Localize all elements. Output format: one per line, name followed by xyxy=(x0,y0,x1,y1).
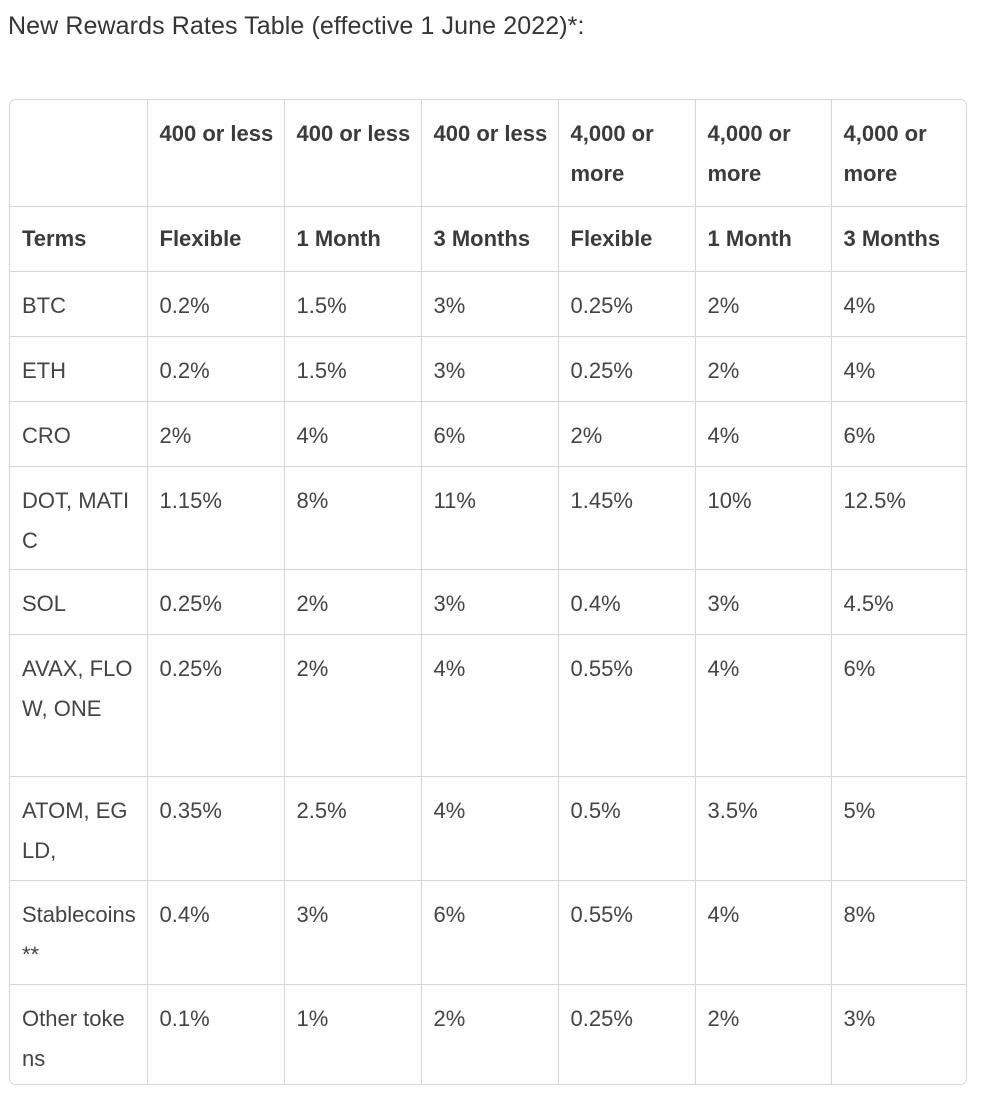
rate-cell: 0.35% xyxy=(147,776,285,881)
table-row: DOT, MATIC 1.15% 8% 11% 1.45% 10% 12.5% xyxy=(10,466,966,570)
terms-header-cell: Flexible xyxy=(558,206,696,272)
rate-cell: 0.25% xyxy=(558,271,696,337)
terms-header-cell: 1 Month xyxy=(284,206,422,272)
asset-cell: ATOM, EGLD, xyxy=(10,776,148,881)
asset-cell: ETH xyxy=(10,336,148,402)
rate-cell: 0.4% xyxy=(147,880,285,985)
rate-cell: 0.55% xyxy=(558,880,696,985)
tier-header-cell: 400 or less xyxy=(147,100,285,207)
rate-cell: 0.25% xyxy=(147,634,285,777)
asset-cell: AVAX, FLOW, ONE xyxy=(10,634,148,777)
asset-cell: CRO xyxy=(10,401,148,467)
tier-header-row: 400 or less 400 or less 400 or less 4,00… xyxy=(10,100,966,207)
rate-cell: 1.5% xyxy=(284,271,422,337)
asset-cell: DOT, MATIC xyxy=(10,466,148,570)
rewards-rates-table: 400 or less 400 or less 400 or less 4,00… xyxy=(9,99,967,1085)
rate-cell: 0.2% xyxy=(147,271,285,337)
rate-cell: 2% xyxy=(695,271,832,337)
rate-cell: 4% xyxy=(831,271,966,337)
rate-cell: 3.5% xyxy=(695,776,832,881)
rate-cell: 2% xyxy=(695,984,832,1084)
tier-header-cell: 400 or less xyxy=(284,100,422,207)
rate-cell: 0.1% xyxy=(147,984,285,1084)
tier-header-cell xyxy=(10,100,148,207)
rate-cell: 4% xyxy=(831,336,966,402)
table-row: ATOM, EGLD, 0.35% 2.5% 4% 0.5% 3.5% 5% xyxy=(10,776,966,881)
rate-cell: 11% xyxy=(421,466,559,570)
rate-cell: 1.45% xyxy=(558,466,696,570)
rate-cell: 2% xyxy=(284,634,422,777)
table-row: Other tokens 0.1% 1% 2% 0.25% 2% 3% xyxy=(10,984,966,1084)
tier-header-cell: 4,000 or more xyxy=(695,100,832,207)
rate-cell: 1% xyxy=(284,984,422,1084)
rate-cell: 0.25% xyxy=(558,984,696,1084)
rate-cell: 4% xyxy=(695,634,832,777)
asset-cell: SOL xyxy=(10,569,148,635)
rate-cell: 4% xyxy=(421,776,559,881)
rate-cell: 8% xyxy=(831,880,966,985)
rate-cell: 2% xyxy=(421,984,559,1084)
table-row: BTC 0.2% 1.5% 3% 0.25% 2% 4% xyxy=(10,271,966,337)
rate-cell: 0.55% xyxy=(558,634,696,777)
rate-cell: 4% xyxy=(695,880,832,985)
terms-header-cell: 3 Months xyxy=(831,206,966,272)
rate-cell: 0.2% xyxy=(147,336,285,402)
rate-cell: 12.5% xyxy=(831,466,966,570)
rate-cell: 1.15% xyxy=(147,466,285,570)
table-row: AVAX, FLOW, ONE 0.25% 2% 4% 0.55% 4% 6% xyxy=(10,634,966,777)
rate-cell: 6% xyxy=(421,880,559,985)
tier-header-cell: 4,000 or more xyxy=(558,100,696,207)
table-row: ETH 0.2% 1.5% 3% 0.25% 2% 4% xyxy=(10,336,966,402)
rate-cell: 0.25% xyxy=(558,336,696,402)
rate-cell: 5% xyxy=(831,776,966,881)
terms-header-cell: 1 Month xyxy=(695,206,832,272)
rate-cell: 2% xyxy=(695,336,832,402)
terms-header-row: Terms Flexible 1 Month 3 Months Flexible… xyxy=(10,206,966,272)
asset-cell: BTC xyxy=(10,271,148,337)
tier-header-cell: 400 or less xyxy=(421,100,559,207)
rate-cell: 0.25% xyxy=(147,569,285,635)
rate-cell: 3% xyxy=(843,1005,876,1031)
table-row: CRO 2% 4% 6% 2% 4% 6% xyxy=(10,401,966,467)
rate-cell: 8% xyxy=(284,466,422,570)
terms-header-cell: 3 Months xyxy=(421,206,559,272)
rate-cell: 3% xyxy=(421,569,559,635)
rate-cell: 0.5% xyxy=(558,776,696,881)
table-row: SOL 0.25% 2% 3% 0.4% 3% 4.5% xyxy=(10,569,966,635)
page-heading: New Rewards Rates Table (effective 1 Jun… xyxy=(8,12,585,40)
asset-cell: Other tokens xyxy=(10,984,148,1084)
tier-header-cell: 4,000 or more xyxy=(831,100,966,207)
rate-cell: 3% xyxy=(421,271,559,337)
rate-cell: 3% xyxy=(421,336,559,402)
rate-cell: 4% xyxy=(421,634,559,777)
rate-cell: 2% xyxy=(284,569,422,635)
rate-cell: 1.5% xyxy=(284,336,422,402)
rates-table-grid: 400 or less 400 or less 400 or less 4,00… xyxy=(10,100,966,1084)
asset-cell: Stablecoins** xyxy=(10,880,148,985)
rate-cell: 0.4% xyxy=(558,569,696,635)
rate-cell: 3% xyxy=(284,880,422,985)
rate-cell: 6% xyxy=(831,401,966,467)
table-row: Stablecoins** 0.4% 3% 6% 0.55% 4% 8% xyxy=(10,880,966,985)
rate-cell: 4.5% xyxy=(831,569,966,635)
terms-header-cell: Terms xyxy=(10,206,148,272)
terms-header-cell: Flexible xyxy=(147,206,285,272)
rate-cell: 6% xyxy=(831,634,966,777)
rate-cell: 3% xyxy=(695,569,832,635)
rate-cell: 2% xyxy=(558,401,696,467)
rate-cell: 4% xyxy=(284,401,422,467)
rate-cell: 2% xyxy=(147,401,285,467)
rate-cell: 10% xyxy=(695,466,832,570)
rate-cell: 2.5% xyxy=(284,776,422,881)
rate-cell: 4% xyxy=(695,401,832,467)
rate-cell: 6% xyxy=(421,401,559,467)
